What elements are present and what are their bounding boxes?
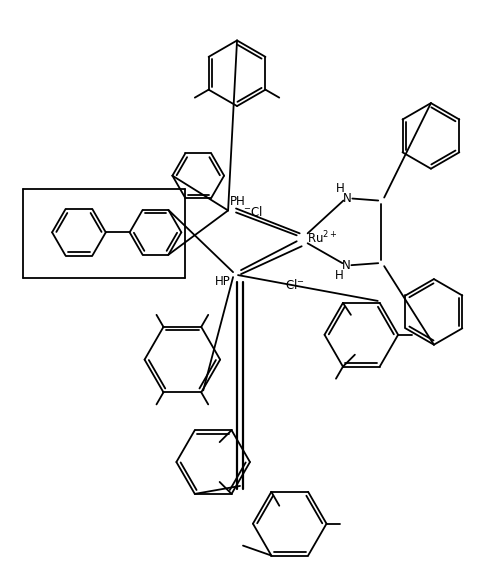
Text: H: H — [336, 182, 345, 195]
Text: H: H — [335, 269, 344, 282]
Text: $\mathregular{{}^{-}}$Cl: $\mathregular{{}^{-}}$Cl — [243, 205, 263, 220]
Text: Cl$^{-}$: Cl$^{-}$ — [285, 278, 305, 292]
Text: PH: PH — [230, 195, 246, 208]
Text: HP: HP — [215, 275, 231, 288]
Text: N: N — [342, 259, 351, 272]
Text: N: N — [343, 192, 352, 205]
Text: Ru$^{2+}$: Ru$^{2+}$ — [306, 230, 337, 247]
